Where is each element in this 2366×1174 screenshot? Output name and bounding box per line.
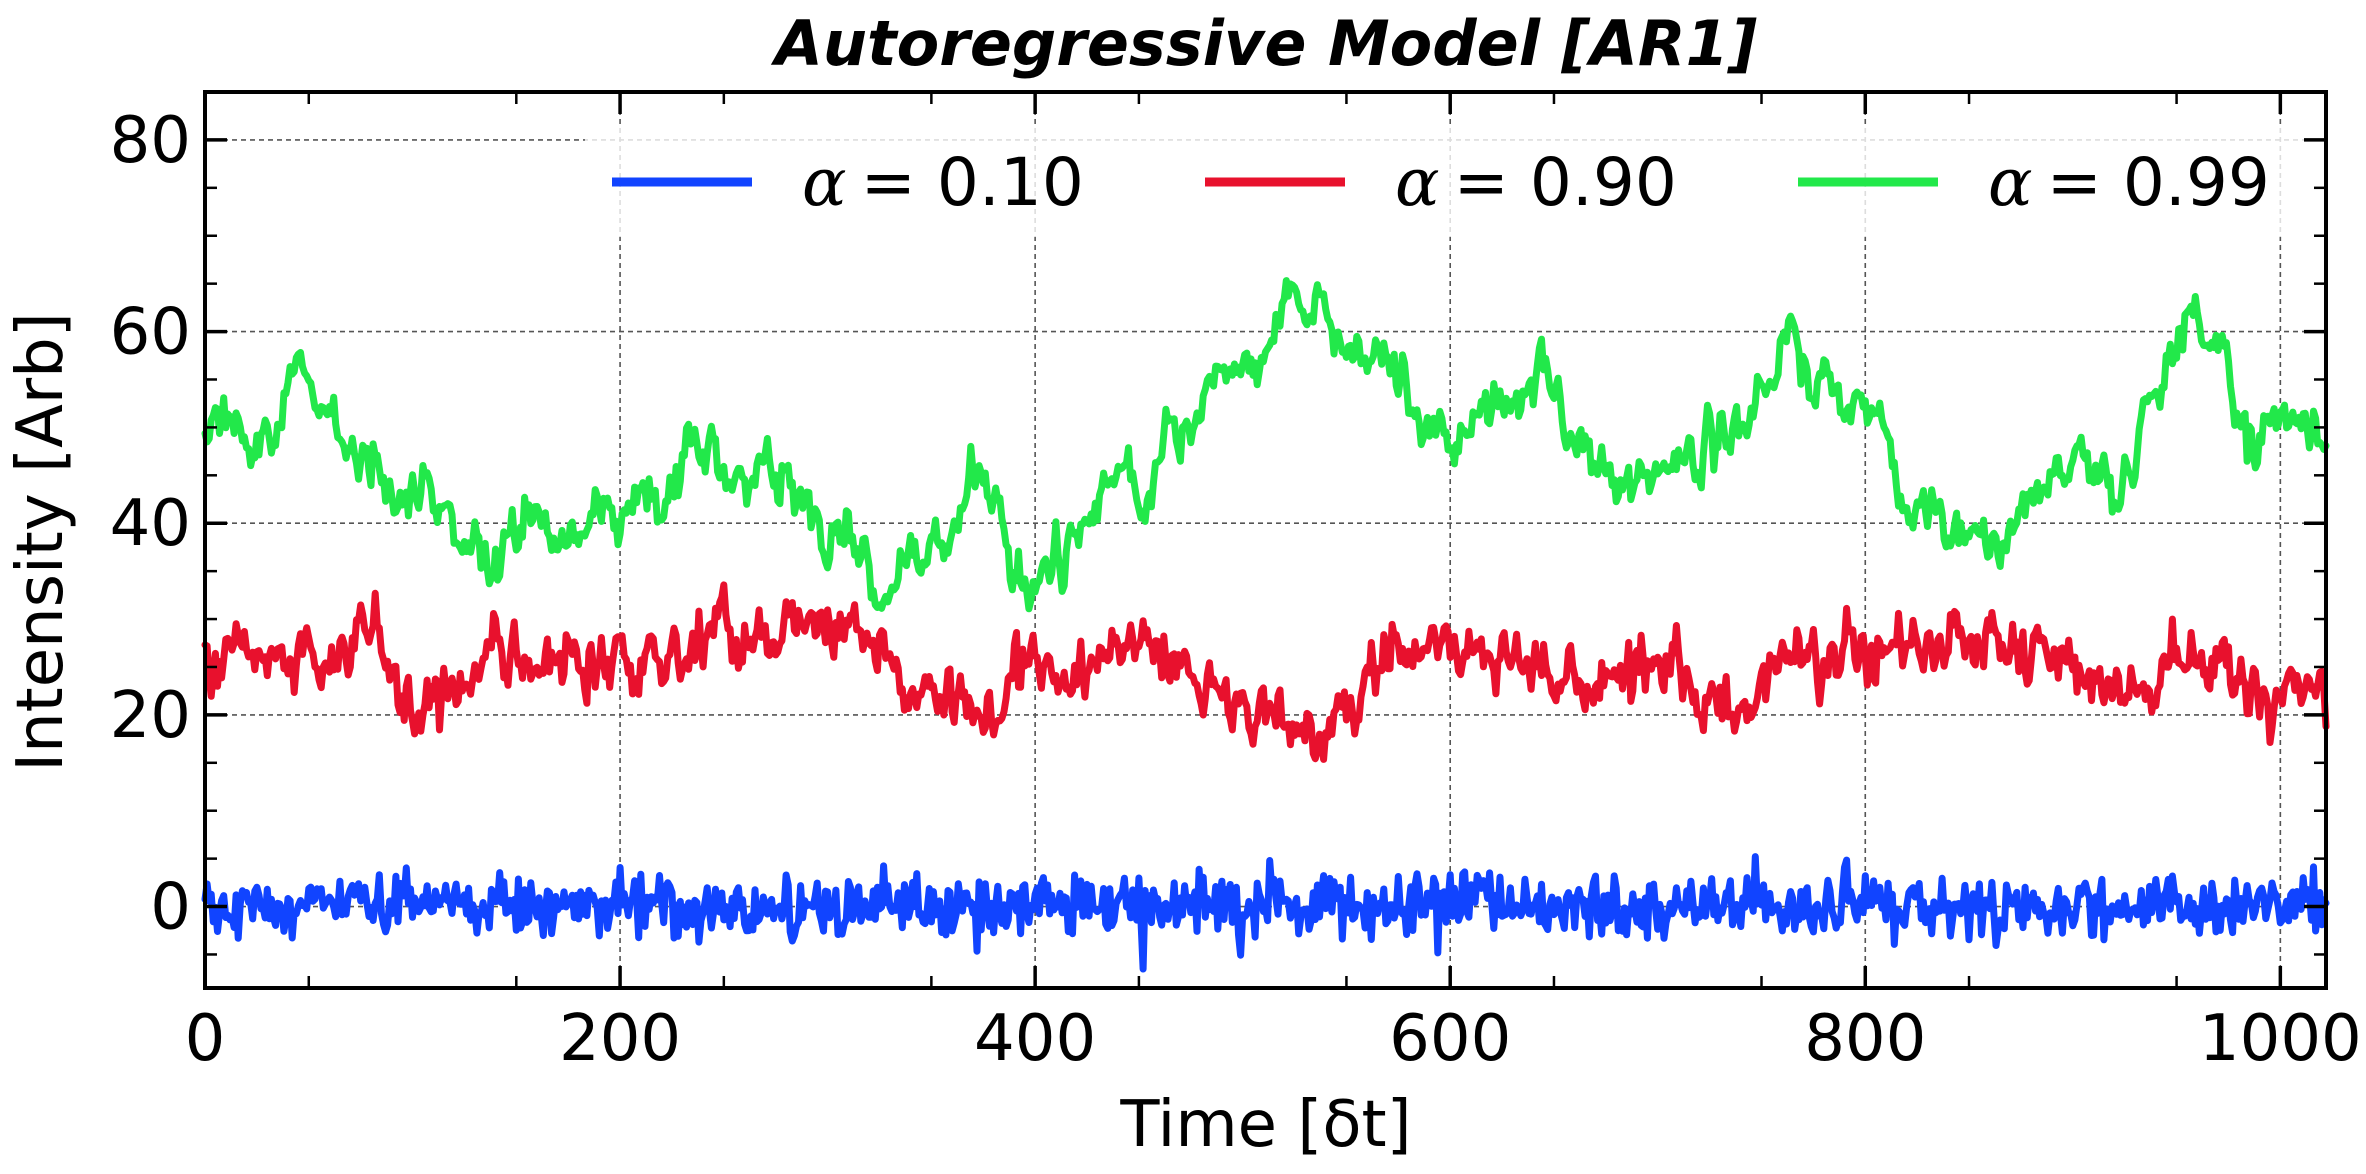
series-line: [201, 581, 2330, 763]
y-axis-label: Intensity [Arb]: [4, 312, 78, 772]
legend-value: = 0.10: [861, 144, 1084, 221]
y-tick-label: 20: [110, 679, 191, 753]
series-line: [201, 853, 2330, 973]
legend-symbol: α: [1395, 144, 1440, 221]
y-tick-label: 0: [150, 871, 191, 945]
x-tick-label: 600: [1389, 1002, 1511, 1076]
tick-labels: 0 200 400 600 800 1000 0 20 40 60 80: [110, 104, 2362, 1076]
legend-symbol: α: [1988, 144, 2033, 221]
x-tick-label: 1000: [2199, 1002, 2362, 1076]
ticks: [203, 92, 2326, 988]
series-layer: [201, 277, 2330, 973]
x-tick-label: 0: [185, 1002, 226, 1076]
y-tick-label: 40: [110, 487, 191, 561]
legend-value: = 0.99: [2047, 144, 2270, 221]
legend-symbol: α: [802, 144, 847, 221]
plot-frame: [203, 90, 2328, 990]
x-tick-label: 800: [1804, 1002, 1926, 1076]
series-line: [201, 277, 2330, 613]
x-axis-label: Time [δt]: [1119, 1088, 1411, 1162]
legend-background: [585, 125, 2305, 237]
legend: α = 0.10 α = 0.90 α = 0.99: [612, 144, 2270, 221]
legend-label: α = 0.10: [802, 144, 1084, 221]
x-tick-label: 400: [974, 1002, 1096, 1076]
y-tick-label: 60: [110, 296, 191, 370]
legend-label: α = 0.99: [1988, 144, 2270, 221]
legend-value: = 0.90: [1454, 144, 1677, 221]
chart-title: Autoregressive Model [AR1]: [770, 7, 1757, 80]
x-tick-label: 200: [559, 1002, 681, 1076]
y-tick-label: 80: [110, 104, 191, 178]
legend-label: α = 0.90: [1395, 144, 1677, 221]
